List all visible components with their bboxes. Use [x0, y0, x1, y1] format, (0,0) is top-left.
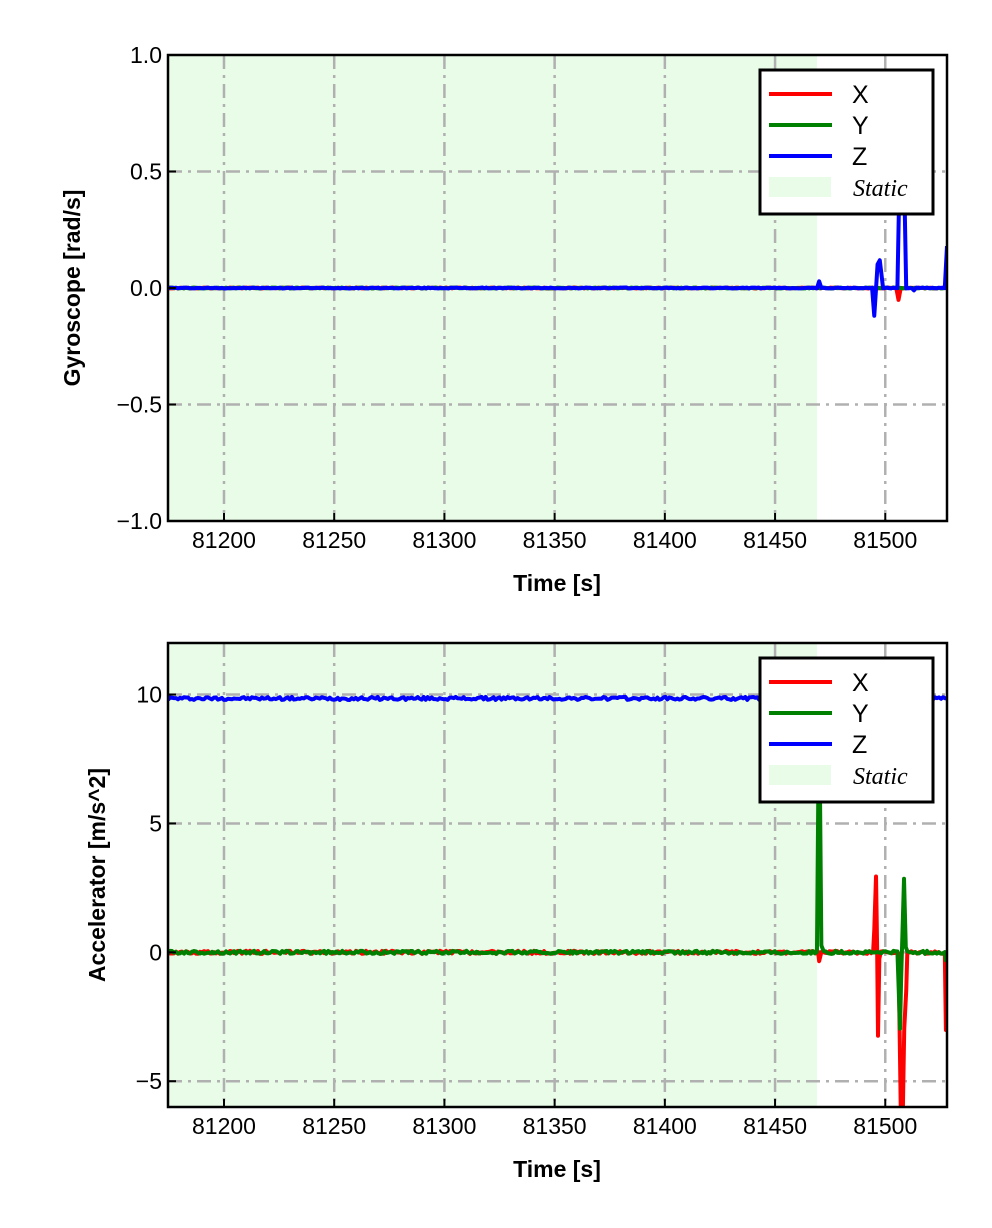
x-tick-label: 81200 — [192, 527, 256, 553]
legend-label-x: X — [852, 81, 869, 109]
x-tick-label: 81350 — [523, 1113, 587, 1139]
x-tick-label: 81300 — [412, 527, 476, 553]
x-tick-label: 81400 — [633, 527, 697, 553]
x-tick-label: 81300 — [412, 1113, 476, 1139]
legend-label-y: Y — [852, 700, 869, 728]
x-tick-label: 81200 — [192, 1113, 256, 1139]
accelerometer-chart: Time [s] Accelerator [m/s^2] 81200 81250 8… — [84, 641, 949, 1182]
series-group — [168, 169, 947, 318]
x-tick-label: 81400 — [633, 1113, 697, 1139]
legend: XYZ Static — [758, 656, 935, 804]
x-tick-label: 81350 — [523, 527, 587, 553]
x-tick-label: 81450 — [743, 527, 807, 553]
legend: XYZ Static — [758, 68, 935, 216]
series-line-z — [168, 169, 947, 318]
x-axis-label: Time [s] — [513, 570, 601, 596]
y-tick-label: −0.5 — [117, 392, 162, 418]
y-tick-label: 5 — [149, 810, 162, 836]
x-tick-label: 81500 — [853, 527, 917, 553]
y-tick-label: −5 — [136, 1068, 162, 1094]
legend-label-static: Static — [853, 176, 908, 202]
x-tick-label: 81450 — [743, 1113, 807, 1139]
legend-label-static: Static — [853, 764, 908, 790]
y-tick-label: 1.0 — [130, 42, 162, 68]
legend-label-z: Z — [852, 143, 867, 171]
static-region — [168, 643, 817, 1107]
legend-swatch-static — [769, 765, 831, 785]
x-tick-label: 81500 — [853, 1113, 917, 1139]
y-tick-label: −1.0 — [117, 508, 162, 534]
legend-label-x: X — [852, 669, 869, 697]
y-tick-label: 0.5 — [130, 159, 162, 185]
x-tick-label: 81250 — [302, 527, 366, 553]
axes-frame — [166, 53, 949, 523]
legend-swatch-static — [769, 177, 831, 197]
y-axis-label: Accelerator [m/s^2] — [84, 768, 110, 982]
x-tick-label: 81250 — [302, 1113, 366, 1139]
x-axis-label: Time [s] — [513, 1156, 601, 1182]
y-tick-label: 0.0 — [130, 275, 162, 301]
y-axis-label: Gyroscope [rad/s] — [59, 190, 85, 387]
y-tick-label: 10 — [136, 682, 162, 708]
legend-label-y: Y — [852, 112, 869, 140]
legend-label-z: Z — [852, 731, 867, 759]
y-tick-label: 0 — [149, 939, 162, 965]
axes-frame — [166, 641, 949, 1109]
gyroscope-chart: Time [s] Gyroscope [rad/s] 81200 81250 813… — [59, 42, 949, 596]
